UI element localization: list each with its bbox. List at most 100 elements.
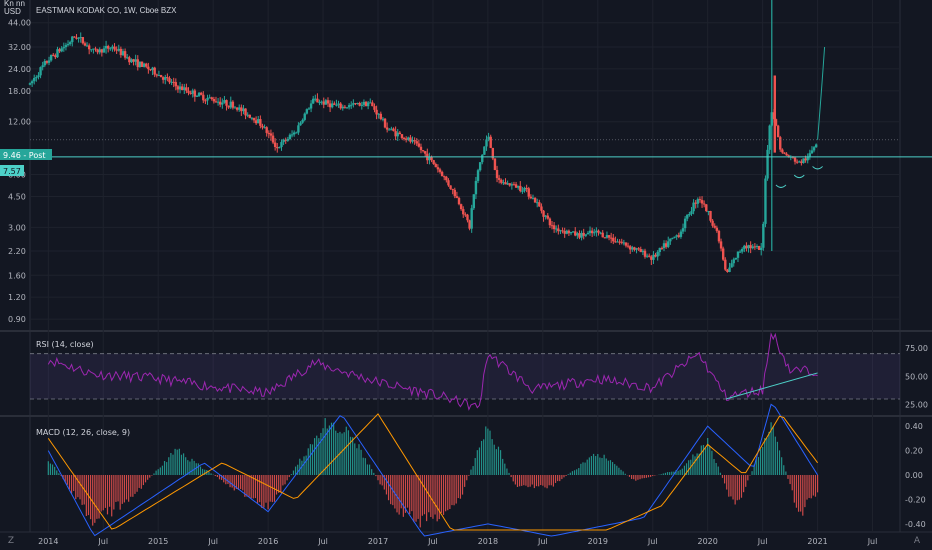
macd-histogram-bar — [704, 448, 707, 475]
candle-body — [145, 63, 148, 67]
candle-body — [347, 105, 351, 108]
macd-histogram-bar — [707, 438, 709, 475]
candle-body — [299, 122, 302, 126]
macd-histogram-bar — [337, 433, 339, 475]
macd-histogram-bar — [736, 475, 738, 501]
candle-body — [328, 103, 332, 108]
candle-body — [474, 180, 478, 195]
candle-body — [369, 102, 372, 104]
macd-tick-label: -0.20 — [905, 495, 926, 504]
candle-body — [309, 103, 313, 109]
macd-histogram-bar — [421, 475, 423, 516]
post-market-projection — [817, 46, 826, 140]
candle-body — [54, 55, 57, 58]
candle-body — [478, 162, 482, 171]
macd-histogram-bar — [618, 467, 620, 475]
macd-histogram-bar — [352, 437, 354, 475]
candle-body — [612, 237, 615, 242]
candle-body — [603, 237, 607, 239]
candle-body — [550, 225, 554, 227]
timezone-button[interactable]: Z — [7, 536, 15, 546]
rsi-trendline — [725, 372, 818, 400]
macd-histogram-bar — [155, 470, 157, 475]
candle-body — [136, 59, 139, 68]
candle-body — [331, 103, 334, 108]
candle-body — [189, 92, 192, 94]
macd-histogram-bar — [795, 475, 798, 508]
candle-body — [730, 263, 733, 268]
candle-body — [402, 137, 406, 139]
macd-histogram-bar — [282, 475, 284, 486]
macd-histogram-bar — [132, 475, 134, 497]
candle-body — [227, 105, 230, 108]
candle-body — [681, 228, 685, 232]
macd-histogram-bar — [284, 475, 286, 485]
macd-histogram-bar — [138, 475, 140, 488]
price-tick-label: 1.60 — [8, 271, 26, 280]
time-tick-label: Jul — [537, 537, 548, 546]
macd-histogram-bar — [280, 475, 282, 493]
macd-histogram-bar — [609, 460, 612, 475]
price-pane[interactable] — [30, 0, 900, 330]
candle-body — [787, 155, 790, 158]
macd-histogram-bar — [168, 457, 170, 475]
candle-body — [698, 199, 702, 201]
candle-body — [254, 120, 258, 124]
macd-histogram-bar — [597, 454, 599, 475]
macd-histogram-bar — [778, 450, 781, 475]
candle-body — [56, 49, 59, 58]
candle-body — [548, 218, 552, 226]
macd-histogram-bar — [478, 447, 481, 475]
macd-histogram-bar — [542, 475, 544, 486]
candle-body — [352, 103, 355, 105]
macd-histogram-bar — [180, 454, 183, 475]
macd-histogram-bar — [307, 448, 309, 475]
macd-histogram-bar — [197, 463, 199, 475]
candle-body — [599, 232, 602, 234]
macd-histogram-bar — [755, 459, 757, 475]
candle-body — [417, 143, 421, 147]
rsi-band — [30, 353, 900, 399]
macd-histogram-bar — [586, 459, 588, 475]
macd-histogram-bar — [493, 444, 495, 475]
macd-histogram-bar — [130, 475, 132, 497]
macd-histogram-bar — [614, 464, 616, 475]
candle-body — [582, 232, 585, 236]
macd-histogram-bar — [764, 438, 766, 475]
macd-histogram-bar — [375, 475, 377, 477]
macd-histogram-bar — [136, 475, 138, 492]
macd-histogram-bar — [415, 475, 417, 522]
candle-body — [616, 241, 619, 243]
macd-histogram-bar — [47, 461, 49, 475]
price-tick-label: 32.00 — [8, 43, 31, 52]
candle-body — [485, 139, 488, 147]
candle-body — [202, 94, 205, 101]
auto-scale-button[interactable]: A — [913, 536, 921, 546]
price-tick-label: 12.00 — [8, 118, 31, 127]
candle-body — [297, 125, 300, 133]
pattern-arc — [775, 184, 787, 188]
candle-body — [430, 156, 433, 161]
macd-histogram-bar — [673, 471, 675, 475]
price-tick-label: 24.00 — [8, 65, 31, 74]
macd-histogram-bar — [476, 450, 478, 475]
candle-body — [128, 57, 131, 63]
candle-body — [39, 67, 42, 76]
macd-histogram-bar — [345, 426, 347, 475]
macd-histogram-bar — [252, 475, 254, 499]
candle-body — [536, 202, 539, 204]
macd-histogram-bar — [81, 475, 83, 505]
macd-histogram-bar — [643, 475, 645, 479]
candle-body — [800, 161, 803, 164]
macd-histogram-bar — [525, 475, 527, 486]
candle-body — [502, 182, 505, 184]
macd-histogram-bar — [381, 475, 383, 486]
candle-body — [58, 49, 61, 52]
macd-histogram-bar — [379, 475, 381, 485]
macd-histogram-bar — [77, 475, 79, 498]
macd-histogram-bar — [449, 475, 451, 509]
macd-histogram-bar — [123, 475, 125, 503]
candle-body — [214, 101, 218, 103]
macd-histogram-bar — [753, 464, 755, 475]
